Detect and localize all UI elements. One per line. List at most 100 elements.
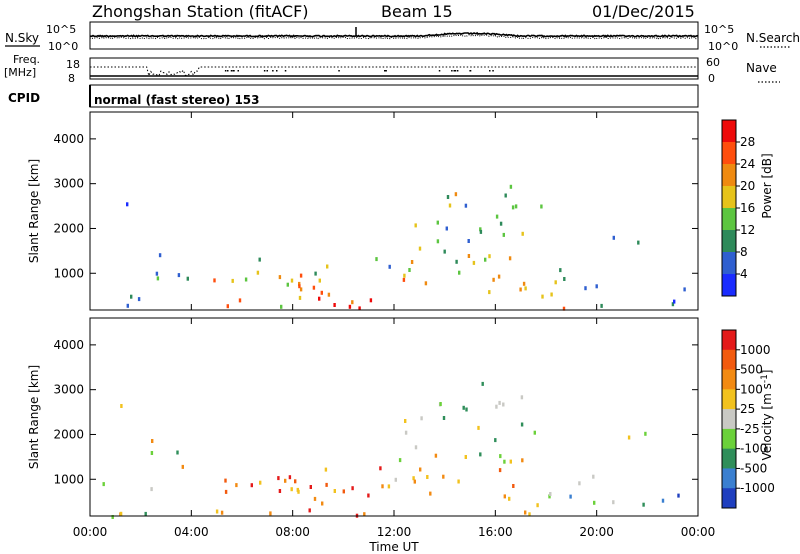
range-time-cell: [348, 304, 352, 309]
range-time-cell: [410, 260, 414, 264]
range-time-cell: [408, 268, 411, 272]
range-time-cell: [521, 458, 524, 463]
range-time-cell: [325, 482, 328, 487]
range-time-cell: [404, 419, 407, 423]
nave-point: [224, 70, 227, 72]
xaxis-tick-label: 16:00: [478, 525, 513, 539]
range-time-cell: [562, 306, 566, 311]
colorbar-swatch: [722, 468, 736, 489]
range-time-cell: [683, 287, 686, 292]
velocity-ylabel: Slant Range [km]: [27, 365, 41, 469]
range-time-cell: [477, 425, 480, 430]
colorbar-swatch: [722, 208, 736, 231]
range-time-cell: [520, 395, 524, 400]
nsky-tick-top: 10^5: [46, 23, 76, 36]
nave-point: [237, 70, 239, 72]
range-time-cell: [549, 492, 552, 496]
nave-point: [469, 70, 471, 72]
nave-point: [456, 70, 459, 72]
colorbar-tick-label: 1000: [740, 343, 771, 357]
colorbar-swatch: [722, 252, 736, 275]
colorbar-tick-label: 500: [740, 363, 763, 377]
range-time-cell: [379, 466, 382, 471]
nave-point: [438, 70, 441, 72]
colorbar-swatch: [722, 428, 736, 450]
range-time-cell: [533, 430, 536, 435]
range-time-cell: [231, 278, 234, 283]
range-time-cell: [318, 296, 321, 301]
range-time-cell: [398, 458, 402, 463]
range-time-cell: [333, 303, 336, 307]
range-time-cell: [150, 451, 154, 455]
range-time-cell: [448, 203, 452, 208]
colorbar-tick-label: 24: [740, 157, 755, 171]
range-time-cell: [443, 249, 446, 254]
range-time-cell: [156, 276, 160, 281]
range-time-cell: [288, 475, 292, 480]
range-time-cell: [351, 300, 354, 305]
xaxis-tick-label: 12:00: [377, 525, 412, 539]
range-time-cell: [592, 474, 595, 479]
colorbar-swatch: [722, 274, 736, 297]
range-time-cell: [419, 467, 422, 472]
range-time-cell: [519, 287, 522, 292]
range-time-cell: [479, 227, 482, 232]
cpid-text: normal (fast stereo) 153: [94, 93, 260, 107]
nave-point: [272, 70, 274, 72]
range-time-cell: [514, 204, 518, 209]
range-time-cell: [318, 278, 321, 283]
range-time-cell: [224, 478, 227, 483]
range-time-cell: [298, 281, 301, 286]
colorbar-swatch: [722, 164, 736, 187]
range-time-cell: [548, 494, 551, 499]
range-time-cell: [155, 271, 159, 276]
range-time-cell: [600, 303, 603, 308]
range-time-cell: [569, 494, 572, 499]
range-time-cell: [511, 205, 515, 210]
range-time-cell: [498, 400, 501, 405]
range-time-cell: [150, 487, 153, 492]
range-time-cell: [387, 484, 391, 489]
range-time-cell: [508, 496, 511, 501]
range-time-cell: [158, 253, 162, 258]
range-time-cell: [442, 474, 445, 479]
colorbar-tick-label: 16: [740, 201, 755, 215]
range-time-cell: [342, 489, 345, 494]
range-time-cell: [479, 229, 483, 234]
nave-point: [384, 70, 386, 72]
range-time-cell: [528, 512, 531, 517]
range-time-cell: [524, 510, 527, 515]
range-time-cell: [294, 479, 297, 484]
colorbar-swatch: [722, 369, 736, 390]
power-colorbar-label: Power [dB]: [760, 153, 774, 218]
range-time-cell: [151, 439, 154, 443]
range-time-cell: [414, 445, 418, 450]
range-time-cell: [186, 276, 189, 281]
range-time-cell: [481, 381, 484, 386]
range-time-cell: [434, 453, 438, 458]
range-time-cell: [119, 511, 123, 516]
range-time-cell: [299, 287, 303, 292]
colorbar-swatch: [722, 488, 736, 509]
range-time-cell: [495, 214, 499, 219]
range-time-cell: [290, 278, 294, 283]
range-time-cell: [454, 192, 458, 197]
nsearch-tick-top: 10^5: [704, 23, 734, 36]
cpid-label: CPID: [8, 91, 40, 105]
colorbar-tick-label: 25: [740, 402, 755, 416]
colorbar-tick-label: -500: [740, 461, 767, 475]
range-time-cell: [314, 271, 317, 276]
colorbar-swatch: [722, 120, 736, 143]
range-time-cell: [394, 477, 397, 482]
yaxis-tick-label: 2000: [53, 427, 84, 441]
range-time-cell: [464, 203, 468, 208]
power-scatter: [126, 184, 686, 311]
yaxis-tick-label: 1000: [53, 266, 84, 280]
yaxis-tick-label: 4000: [53, 338, 84, 352]
range-time-cell: [512, 484, 515, 488]
range-time-cell: [312, 285, 316, 290]
colorbar-tick-label: 20: [740, 179, 755, 193]
colorbar-tick-label: -1000: [740, 481, 775, 495]
range-time-cell: [627, 435, 631, 440]
range-time-cell: [499, 454, 502, 459]
